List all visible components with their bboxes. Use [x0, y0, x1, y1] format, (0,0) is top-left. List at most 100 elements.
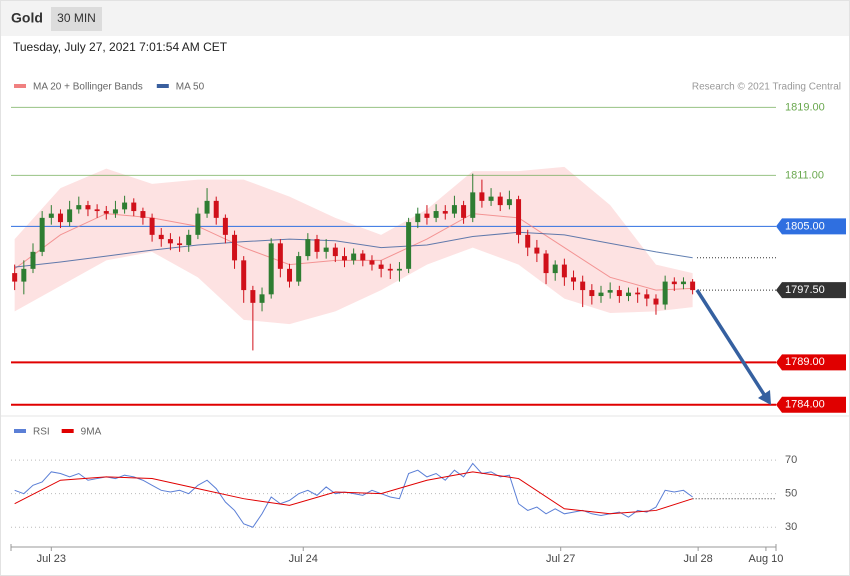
price-panel: MA 20 + Bollinger Bands MA 50 Research © 2… [11, 82, 846, 413]
candle-body [167, 239, 173, 244]
candle-body [598, 292, 604, 297]
candle-body [561, 264, 567, 278]
candle-body [396, 268, 402, 271]
candle-body [204, 200, 210, 214]
candle-body [690, 281, 696, 291]
candle-body [287, 268, 293, 282]
candle-body [222, 217, 228, 235]
instrument-title: Gold [11, 10, 43, 26]
candle-body [506, 199, 512, 206]
level-label: 1811.00 [785, 169, 824, 181]
y-tick-label: 50 [785, 488, 797, 500]
candle-body [241, 260, 247, 291]
candle-body [103, 211, 109, 214]
candle-body [571, 277, 577, 282]
x-tick-label: Aug 10 [748, 553, 783, 565]
y-tick-label: 70 [785, 454, 797, 466]
level-label-box [776, 354, 846, 371]
candle-body [268, 243, 274, 295]
level-label: 1784.00 [785, 399, 825, 411]
candle-body [39, 217, 45, 252]
candle-body [195, 213, 201, 235]
candle-body [433, 211, 439, 218]
x-tick-label: Jul 28 [683, 553, 712, 565]
y-tick-label: 30 [785, 521, 797, 533]
candle-body [451, 205, 457, 214]
legend-swatch [61, 429, 74, 433]
timestamp: Tuesday, July 27, 2021 7:01:54 AM CET [13, 40, 228, 54]
candle-body [341, 256, 347, 261]
header-bar [1, 1, 849, 36]
timeframe-button[interactable] [51, 7, 102, 31]
candle-body [57, 213, 63, 223]
candle-body [387, 268, 393, 271]
forecast-arrow [695, 289, 767, 397]
candle-body [497, 196, 503, 206]
x-tick-label: Jul 23 [37, 553, 66, 565]
level-label-box [776, 396, 846, 413]
candle-body [186, 234, 192, 246]
rsi-line [14, 471, 693, 515]
candle-body [635, 292, 641, 295]
candle-body [351, 253, 357, 261]
legend-swatch [156, 84, 169, 88]
candle-body [112, 209, 118, 214]
candle-body [323, 247, 329, 252]
candle-body [671, 281, 677, 285]
candle-body [213, 200, 219, 218]
legend-label: 9MA [81, 427, 102, 438]
legend-label: MA 50 [176, 82, 205, 93]
legend-swatch [14, 84, 26, 88]
x-tick-label: Jul 27 [546, 553, 575, 565]
candle-body [625, 292, 631, 297]
candle-body [259, 294, 265, 303]
candle-body [607, 290, 613, 293]
candle-body [296, 256, 302, 282]
candle-body [149, 217, 155, 235]
candle-body [653, 298, 659, 305]
candle-body [30, 251, 36, 269]
candle-body [461, 205, 467, 218]
candle-body [479, 192, 485, 201]
candle-body [378, 264, 384, 269]
level-label: 1805.00 [785, 220, 825, 232]
candle-body [680, 281, 686, 285]
candle-body [616, 290, 622, 297]
candle-body [534, 247, 540, 254]
candle-body [415, 213, 421, 223]
level-label: 1797.50 [785, 284, 825, 296]
moving-average [14, 231, 693, 268]
x-tick-label: Jul 24 [289, 553, 318, 565]
candle-body [12, 273, 18, 282]
legend-label: MA 20 + Bollinger Bands [33, 82, 143, 93]
level-label-box [776, 218, 846, 235]
candle-body [644, 294, 650, 299]
timeframe-label[interactable]: 30 MIN [57, 11, 96, 25]
candle-body [277, 243, 283, 269]
candle-body [76, 205, 82, 210]
candle-body [470, 192, 476, 218]
forecast-arrow-head [758, 390, 771, 405]
rsi-panel: RSI 9MA 30 50 70 Jul 23 Jul 24 Jul 27 Jul 28 Aug … [10, 427, 797, 565]
candle-body [662, 281, 668, 305]
moving-average [14, 213, 693, 291]
candle-body [543, 253, 549, 274]
candle-body [131, 202, 137, 212]
legend-label: RSI [33, 427, 50, 438]
level-label-box [776, 282, 846, 299]
candle-body [250, 290, 256, 303]
candle-body [94, 209, 100, 212]
candle-body [442, 211, 448, 214]
candle-body [48, 213, 54, 218]
legend-swatch [14, 429, 26, 433]
candle-body [552, 264, 558, 274]
candle-body [158, 234, 164, 240]
candle-body [525, 234, 531, 248]
candle-body [314, 239, 320, 252]
candle-body [67, 209, 73, 223]
rsi-line [14, 462, 693, 528]
candle-body [177, 243, 183, 246]
candle-body [516, 199, 522, 235]
